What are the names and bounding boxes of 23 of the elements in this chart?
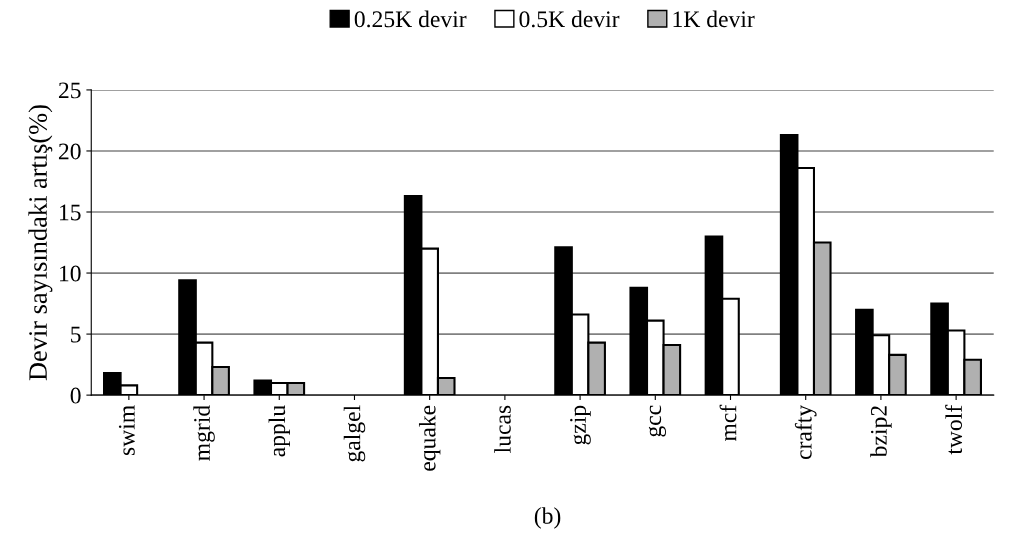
x-tick-label: swim	[118, 405, 135, 456]
y-tick-label: 10	[60, 265, 81, 282]
x-tick-label: mgrid	[193, 405, 215, 461]
x-tick-label: mcf	[719, 404, 737, 442]
y-tick-label: 5	[71, 326, 81, 343]
x-tick-label: twolf	[945, 404, 963, 455]
text: (b)	[534, 507, 561, 529]
x-tick-label: lucas	[494, 405, 511, 453]
y-tick-label: 20	[58, 143, 81, 160]
legend-label: 0.5K devir	[519, 10, 620, 28]
x-tick-label: bzip2	[870, 406, 892, 458]
x-tick-label: galgel	[343, 405, 366, 462]
x-tick-label: applu	[268, 405, 290, 457]
y-tick-label: 15	[60, 204, 81, 221]
y-axis-title: Devir sayısındaki artış(%)	[28, 105, 53, 381]
x-tick-label: crafty	[794, 404, 817, 459]
y-tick-label: 25	[58, 82, 81, 99]
x-tick-label: equake	[418, 405, 441, 471]
legend-label: 1K devir	[673, 10, 755, 28]
y-tick-label: 0	[70, 387, 81, 404]
x-tick-label: gzip	[570, 405, 591, 445]
legend-label: 0.25K devir	[354, 10, 467, 28]
x-tick-label: gcc	[648, 405, 666, 437]
